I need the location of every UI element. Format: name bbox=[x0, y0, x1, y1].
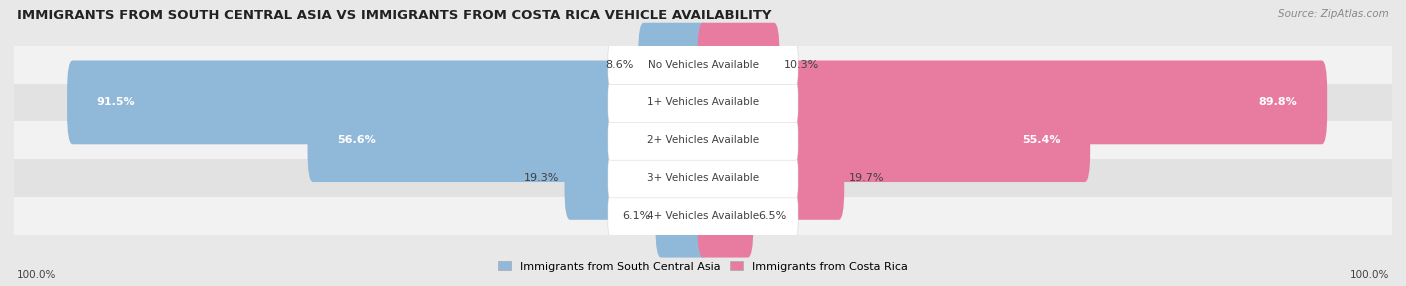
Bar bbox=[14, 46, 1392, 84]
Text: 89.8%: 89.8% bbox=[1258, 98, 1298, 107]
Text: IMMIGRANTS FROM SOUTH CENTRAL ASIA VS IMMIGRANTS FROM COSTA RICA VEHICLE AVAILAB: IMMIGRANTS FROM SOUTH CENTRAL ASIA VS IM… bbox=[17, 9, 772, 21]
Text: 19.7%: 19.7% bbox=[849, 173, 884, 183]
Text: 55.4%: 55.4% bbox=[1022, 135, 1060, 145]
Text: 100.0%: 100.0% bbox=[17, 270, 56, 280]
Bar bbox=[14, 197, 1392, 235]
Bar bbox=[14, 159, 1392, 197]
FancyBboxPatch shape bbox=[697, 98, 1090, 182]
FancyBboxPatch shape bbox=[697, 136, 844, 220]
Text: 6.1%: 6.1% bbox=[623, 211, 651, 221]
FancyBboxPatch shape bbox=[697, 174, 754, 258]
FancyBboxPatch shape bbox=[607, 120, 799, 160]
Text: Source: ZipAtlas.com: Source: ZipAtlas.com bbox=[1278, 9, 1389, 19]
FancyBboxPatch shape bbox=[308, 98, 709, 182]
Text: 100.0%: 100.0% bbox=[1350, 270, 1389, 280]
FancyBboxPatch shape bbox=[607, 82, 799, 122]
Text: No Vehicles Available: No Vehicles Available bbox=[648, 60, 758, 69]
Bar bbox=[14, 121, 1392, 159]
Text: 2+ Vehicles Available: 2+ Vehicles Available bbox=[647, 135, 759, 145]
Legend: Immigrants from South Central Asia, Immigrants from Costa Rica: Immigrants from South Central Asia, Immi… bbox=[494, 257, 912, 276]
Text: 6.5%: 6.5% bbox=[758, 211, 786, 221]
FancyBboxPatch shape bbox=[67, 60, 709, 144]
Text: 19.3%: 19.3% bbox=[524, 173, 560, 183]
Text: 56.6%: 56.6% bbox=[337, 135, 375, 145]
Text: 10.3%: 10.3% bbox=[785, 60, 820, 69]
FancyBboxPatch shape bbox=[697, 23, 779, 107]
Bar bbox=[14, 84, 1392, 121]
Text: 4+ Vehicles Available: 4+ Vehicles Available bbox=[647, 211, 759, 221]
Text: 3+ Vehicles Available: 3+ Vehicles Available bbox=[647, 173, 759, 183]
FancyBboxPatch shape bbox=[607, 196, 799, 236]
FancyBboxPatch shape bbox=[655, 174, 709, 258]
Text: 1+ Vehicles Available: 1+ Vehicles Available bbox=[647, 98, 759, 107]
Text: 91.5%: 91.5% bbox=[97, 98, 135, 107]
FancyBboxPatch shape bbox=[697, 60, 1327, 144]
FancyBboxPatch shape bbox=[638, 23, 709, 107]
FancyBboxPatch shape bbox=[607, 45, 799, 85]
FancyBboxPatch shape bbox=[607, 158, 799, 198]
FancyBboxPatch shape bbox=[565, 136, 709, 220]
Text: 8.6%: 8.6% bbox=[605, 60, 634, 69]
